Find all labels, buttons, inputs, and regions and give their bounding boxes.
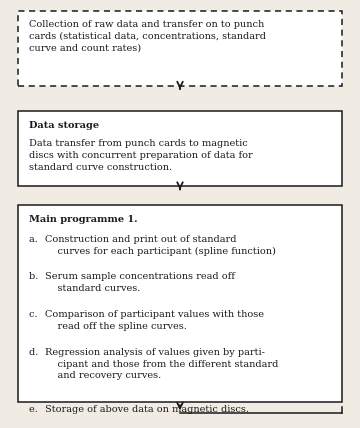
Text: Serum sample concentrations read off
    standard curves.: Serum sample concentrations read off sta… [45,272,235,293]
Bar [18,111,342,186]
Text: e.: e. [29,404,41,413]
Text: Data storage: Data storage [29,121,99,130]
Text: d.: d. [29,348,41,357]
Bar [18,11,342,86]
Text: Main programme 1.: Main programme 1. [29,215,137,224]
Text: Data transfer from punch cards to magnetic
discs with concurrent preparation of : Data transfer from punch cards to magnet… [29,139,253,172]
Text: b.: b. [29,272,41,281]
Text: a.: a. [29,235,41,244]
Text: Collection of raw data and transfer on to punch
cards (statistical data, concent: Collection of raw data and transfer on t… [29,20,266,53]
Text: Storage of above data on magnetic discs.: Storage of above data on magnetic discs. [45,404,249,413]
Text: Regression analysis of values given by parti-
    cipant and those from the diff: Regression analysis of values given by p… [45,348,278,380]
Text: Construction and print out of standard
    curves for each participant (spline f: Construction and print out of standard c… [45,235,276,256]
Text: Comparison of participant values with those
    read off the spline curves.: Comparison of participant values with th… [45,310,264,331]
Text: c.: c. [29,310,41,319]
Bar [18,205,342,402]
